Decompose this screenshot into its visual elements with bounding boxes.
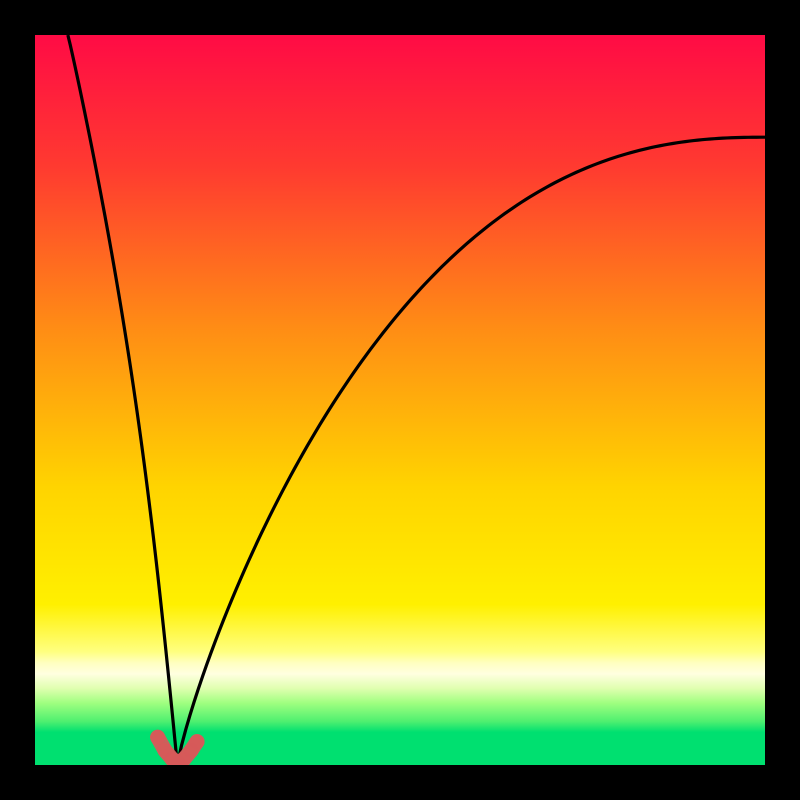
plot-background [35,35,765,765]
bottleneck-chart [0,0,800,800]
valley-highlight-dot [190,734,205,749]
valley-highlight-dot [150,730,165,745]
